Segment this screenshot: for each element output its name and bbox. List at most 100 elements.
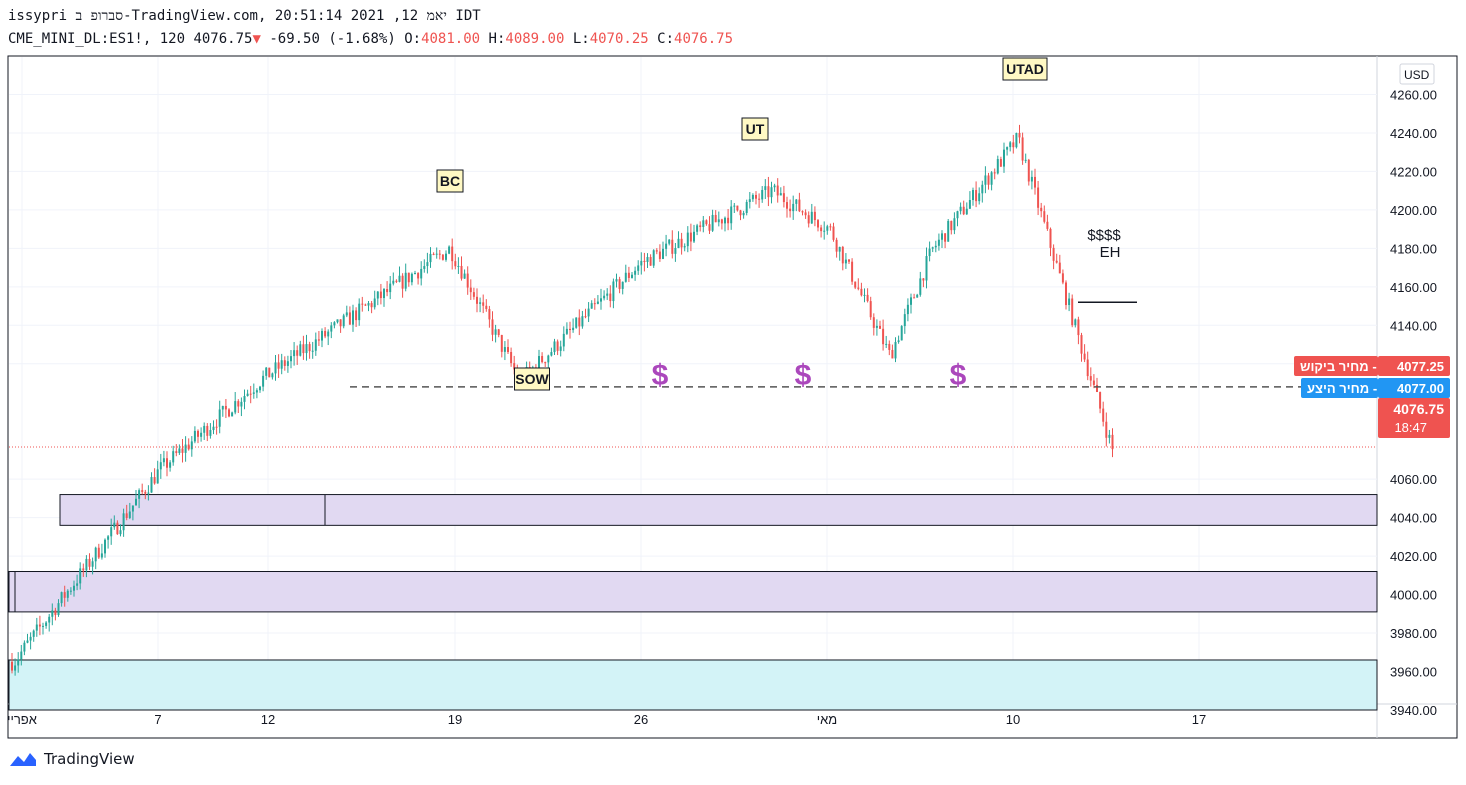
candle-body: [187, 444, 190, 450]
candle-body: [125, 513, 128, 518]
tradingview-footer[interactable]: TradingView: [8, 750, 135, 768]
candle-body: [94, 547, 97, 562]
candle-body: [327, 331, 330, 337]
candle-body: [392, 280, 395, 284]
candle-body: [649, 257, 652, 266]
price-tick-label: 4000.00: [1390, 588, 1437, 603]
candle-body: [51, 610, 54, 617]
candle-body: [1058, 262, 1061, 274]
candle-body: [612, 281, 615, 302]
candle-body: [280, 360, 283, 369]
candle-body: [438, 253, 441, 255]
bc-label-box: [436, 169, 464, 193]
candle-body: [913, 297, 916, 299]
candle-body: [66, 590, 69, 598]
candle-body: [407, 272, 410, 283]
candle-body: [500, 335, 503, 352]
candle-body: [290, 356, 292, 362]
candle-body: [42, 625, 44, 627]
candle-body: [872, 317, 875, 328]
candle-body: [426, 262, 429, 267]
last-price-tag-value: 4076.75: [1393, 401, 1444, 417]
candle-body: [720, 219, 723, 224]
candle-body: [73, 585, 75, 591]
candle-body: [689, 232, 692, 242]
candle-body: [460, 265, 463, 279]
utad-label: UTAD: [1006, 61, 1044, 77]
bar-countdown: 18:47: [1394, 420, 1427, 435]
candle-body: [1030, 176, 1033, 182]
candle-body: [941, 233, 943, 240]
candle-body: [243, 396, 246, 402]
candle-body: [922, 278, 925, 281]
candle-body: [178, 448, 181, 454]
candle-body: [339, 319, 342, 327]
candle-body: [265, 367, 268, 376]
candle-body: [736, 205, 739, 211]
candle-body: [848, 259, 850, 262]
candle-body: [218, 409, 221, 427]
candle-body: [352, 310, 354, 325]
dollar-icon: $: [795, 359, 812, 392]
candle-body: [860, 288, 863, 296]
candle-body: [810, 211, 813, 224]
candle-body: [1040, 207, 1043, 212]
candle-body: [717, 219, 720, 223]
candle-body: [1102, 408, 1105, 422]
candle-body: [364, 304, 367, 306]
zone-cyan: [8, 659, 1378, 711]
candle-body: [931, 247, 934, 249]
candle-body: [432, 253, 435, 255]
candle-body: [110, 527, 113, 537]
candle-body: [314, 339, 317, 351]
price-tick-label: 4240.00: [1390, 126, 1437, 141]
price-axis[interactable]: 4260.00 4240.00 4220.00 4200.00 4180.00 4160.…: [1390, 63, 1437, 718]
candle-body: [172, 451, 175, 463]
candle-body: [463, 273, 466, 279]
candle-body: [584, 316, 587, 318]
candle-body: [448, 246, 451, 254]
zones: [8, 494, 1378, 711]
candle-body: [634, 270, 637, 275]
candle-body: [271, 373, 274, 378]
currency-badge[interactable]: [1399, 63, 1435, 85]
candle-body: [159, 462, 162, 470]
currency-label: USD: [1404, 68, 1430, 82]
candle-body: [398, 275, 401, 282]
candle-body: [252, 392, 255, 394]
candle-body: [482, 302, 485, 306]
time-tick-label: 26: [634, 712, 648, 727]
candle-body: [510, 352, 513, 364]
candle-body: [169, 462, 172, 468]
candle-body: [283, 360, 286, 366]
candle-body: [497, 329, 500, 336]
candle-body: [17, 659, 20, 666]
candle-body: [782, 193, 785, 203]
dollar-icon: $: [950, 359, 967, 392]
candle-body: [441, 254, 444, 260]
candle-body: [556, 341, 559, 351]
candle-body: [1092, 380, 1095, 385]
candle-body: [383, 289, 385, 299]
candle-body: [1096, 384, 1098, 393]
candle-body: [593, 303, 596, 305]
candle-body: [773, 185, 776, 188]
candle-body: [11, 661, 13, 671]
candle-body: [135, 498, 137, 506]
candle-body: [968, 200, 971, 209]
candle-body: [637, 265, 640, 271]
candle-body: [683, 246, 686, 248]
candle-body: [925, 256, 928, 281]
last-price-tag-bg: [1378, 398, 1450, 438]
eh-dollars-label: $$$$: [1087, 227, 1121, 244]
candle-body: [646, 257, 649, 262]
candle-body: [817, 220, 819, 228]
time-axis[interactable]: אפריי 7 12 19 26 מאי 10 17: [7, 712, 1206, 727]
candle-body: [804, 212, 807, 216]
candle-body: [479, 302, 482, 304]
candle-body: [603, 295, 606, 299]
low-value: 4070.25: [589, 31, 649, 47]
candle-body: [807, 215, 810, 224]
candle-body: [203, 425, 206, 433]
